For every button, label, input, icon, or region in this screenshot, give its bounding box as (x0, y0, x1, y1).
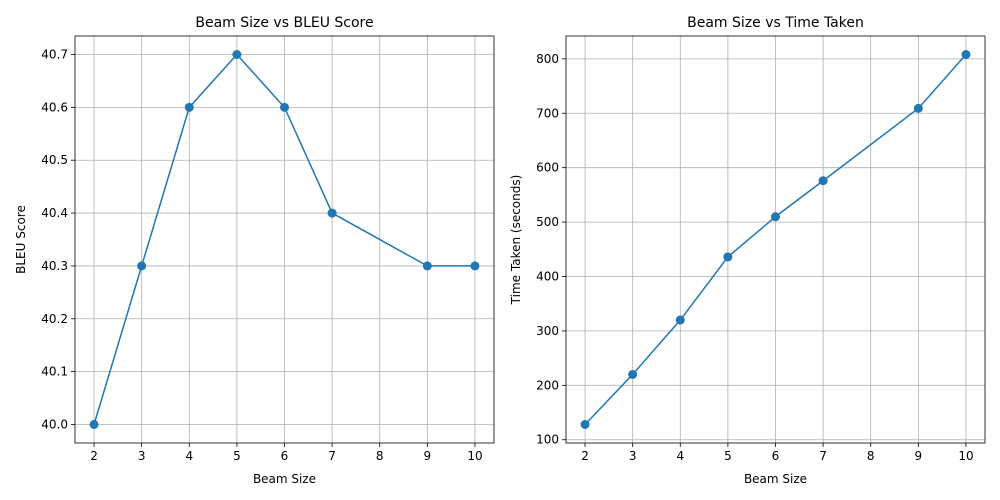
y-tick-label: 300 (536, 324, 559, 338)
data-point (470, 261, 480, 271)
x-tick-label: 4 (676, 449, 684, 463)
x-tick-label: 5 (724, 449, 732, 463)
y-tick-label: 40.6 (41, 100, 68, 114)
plot-frame (74, 35, 495, 444)
series-line (93, 53, 475, 425)
y-tick-label: 40.5 (41, 153, 68, 167)
data-point (818, 176, 828, 186)
x-tick-label: 9 (424, 449, 432, 463)
data-point (422, 261, 432, 271)
data-point (628, 369, 638, 379)
data-point (771, 212, 780, 222)
y-tick-label: 500 (536, 215, 559, 229)
data-point (675, 315, 685, 325)
y-tick-label: 100 (536, 433, 559, 447)
data-point (961, 50, 971, 59)
y-tick-label: 200 (536, 378, 559, 392)
y-tick-label: 700 (536, 106, 559, 120)
x-tick-label: 6 (281, 449, 289, 463)
y-tick-label: 600 (536, 161, 559, 175)
data-point (184, 102, 194, 112)
data-point (327, 208, 337, 218)
data-point (723, 252, 733, 262)
x-tick-label: 8 (376, 449, 384, 463)
chart-title: Beam Size vs Time Taken (687, 15, 864, 31)
x-tick-label: 2 (581, 449, 589, 463)
x-tick-label: 7 (819, 449, 827, 463)
x-tick-label: 7 (328, 449, 336, 463)
x-tick-label: 10 (958, 449, 973, 463)
y-tick-label: 40.2 (41, 312, 68, 326)
y-axis-label: BLEU Score (14, 205, 28, 274)
x-tick-label: 10 (467, 449, 482, 463)
y-tick-label: 800 (536, 52, 559, 66)
x-tick-label: 5 (233, 449, 241, 463)
y-axis-label: Time Taken (seconds) (509, 175, 523, 306)
x-tick-label: 8 (867, 449, 875, 463)
x-tick-label: 2 (90, 449, 98, 463)
x-tick-label: 4 (185, 449, 193, 463)
data-point (580, 420, 590, 429)
data-point (137, 261, 147, 271)
y-tick-label: 40.7 (41, 48, 68, 62)
chart-bleu-score: Beam Size vs BLEU Score Beam Size BLEU S… (14, 15, 495, 486)
x-axis-label: Beam Size (253, 472, 316, 486)
x-tick-label: 3 (138, 449, 146, 463)
series-line (584, 54, 967, 426)
y-tick-label: 40.0 (41, 418, 68, 432)
y-tick-label: 40.3 (41, 259, 68, 273)
chart-time-taken: Beam Size vs Time Taken Beam Size Time T… (509, 15, 986, 486)
x-axis-label: Beam Size (744, 472, 807, 486)
data-point (913, 103, 923, 113)
y-tick-label: 400 (536, 270, 559, 284)
data-point (232, 50, 242, 59)
data-point (280, 102, 289, 112)
y-tick-label: 40.4 (41, 206, 68, 220)
chart-title: Beam Size vs BLEU Score (195, 15, 373, 31)
plot-frame (565, 35, 986, 444)
x-tick-label: 9 (915, 449, 923, 463)
x-tick-label: 6 (772, 449, 780, 463)
y-tick-label: 40.1 (41, 365, 68, 379)
x-tick-label: 3 (629, 449, 637, 463)
data-point (89, 420, 99, 429)
